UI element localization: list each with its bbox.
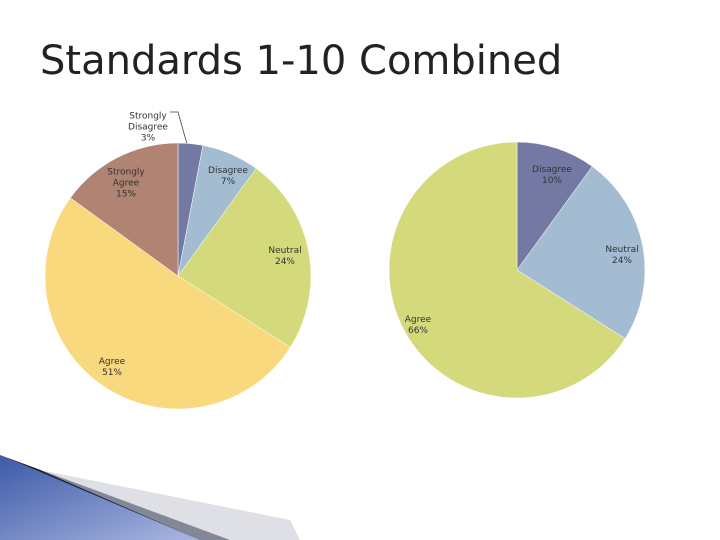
category-label: Neutral xyxy=(605,245,639,255)
slice-label: Disagree 10% xyxy=(522,165,582,187)
category-label: Agree xyxy=(98,357,126,367)
slide-title: Standards 1-10 Combined xyxy=(40,38,563,84)
value-label: 66% xyxy=(407,326,428,336)
slice-label: Strongly Disagree 3% xyxy=(118,112,178,145)
pie-slice xyxy=(44,197,291,410)
leader-line xyxy=(170,111,188,145)
pie-slice xyxy=(516,141,593,271)
category-label: Agree xyxy=(404,315,432,325)
category-label: Strongly Agree xyxy=(107,167,145,189)
category-label: Disagree xyxy=(208,166,248,176)
slice-label: Agree 51% xyxy=(82,357,142,379)
value-label: 10% xyxy=(541,176,562,186)
slice-label: Neutral 24% xyxy=(255,246,315,268)
pie-slice xyxy=(177,168,312,348)
value-label: 15% xyxy=(115,189,136,200)
value-label: 7% xyxy=(220,177,236,187)
decoration xyxy=(40,470,300,540)
value-label: 24% xyxy=(611,256,632,266)
slice-label: Disagree 7% xyxy=(198,166,258,188)
pie-slice xyxy=(388,141,626,399)
category-label: Disagree xyxy=(532,165,572,175)
value-label: 3% xyxy=(140,133,156,144)
slice-label: Agree 66% xyxy=(388,315,448,337)
category-label: Neutral xyxy=(268,246,302,256)
pie-slice xyxy=(70,142,179,277)
category-label: Strongly Disagree xyxy=(128,111,168,133)
slice-label: Strongly Agree 15% xyxy=(96,168,156,201)
value-label: 51% xyxy=(101,368,122,378)
slice-label: Neutral 24% xyxy=(592,245,652,267)
value-label: 24% xyxy=(274,257,295,267)
pie-slice xyxy=(516,166,646,339)
